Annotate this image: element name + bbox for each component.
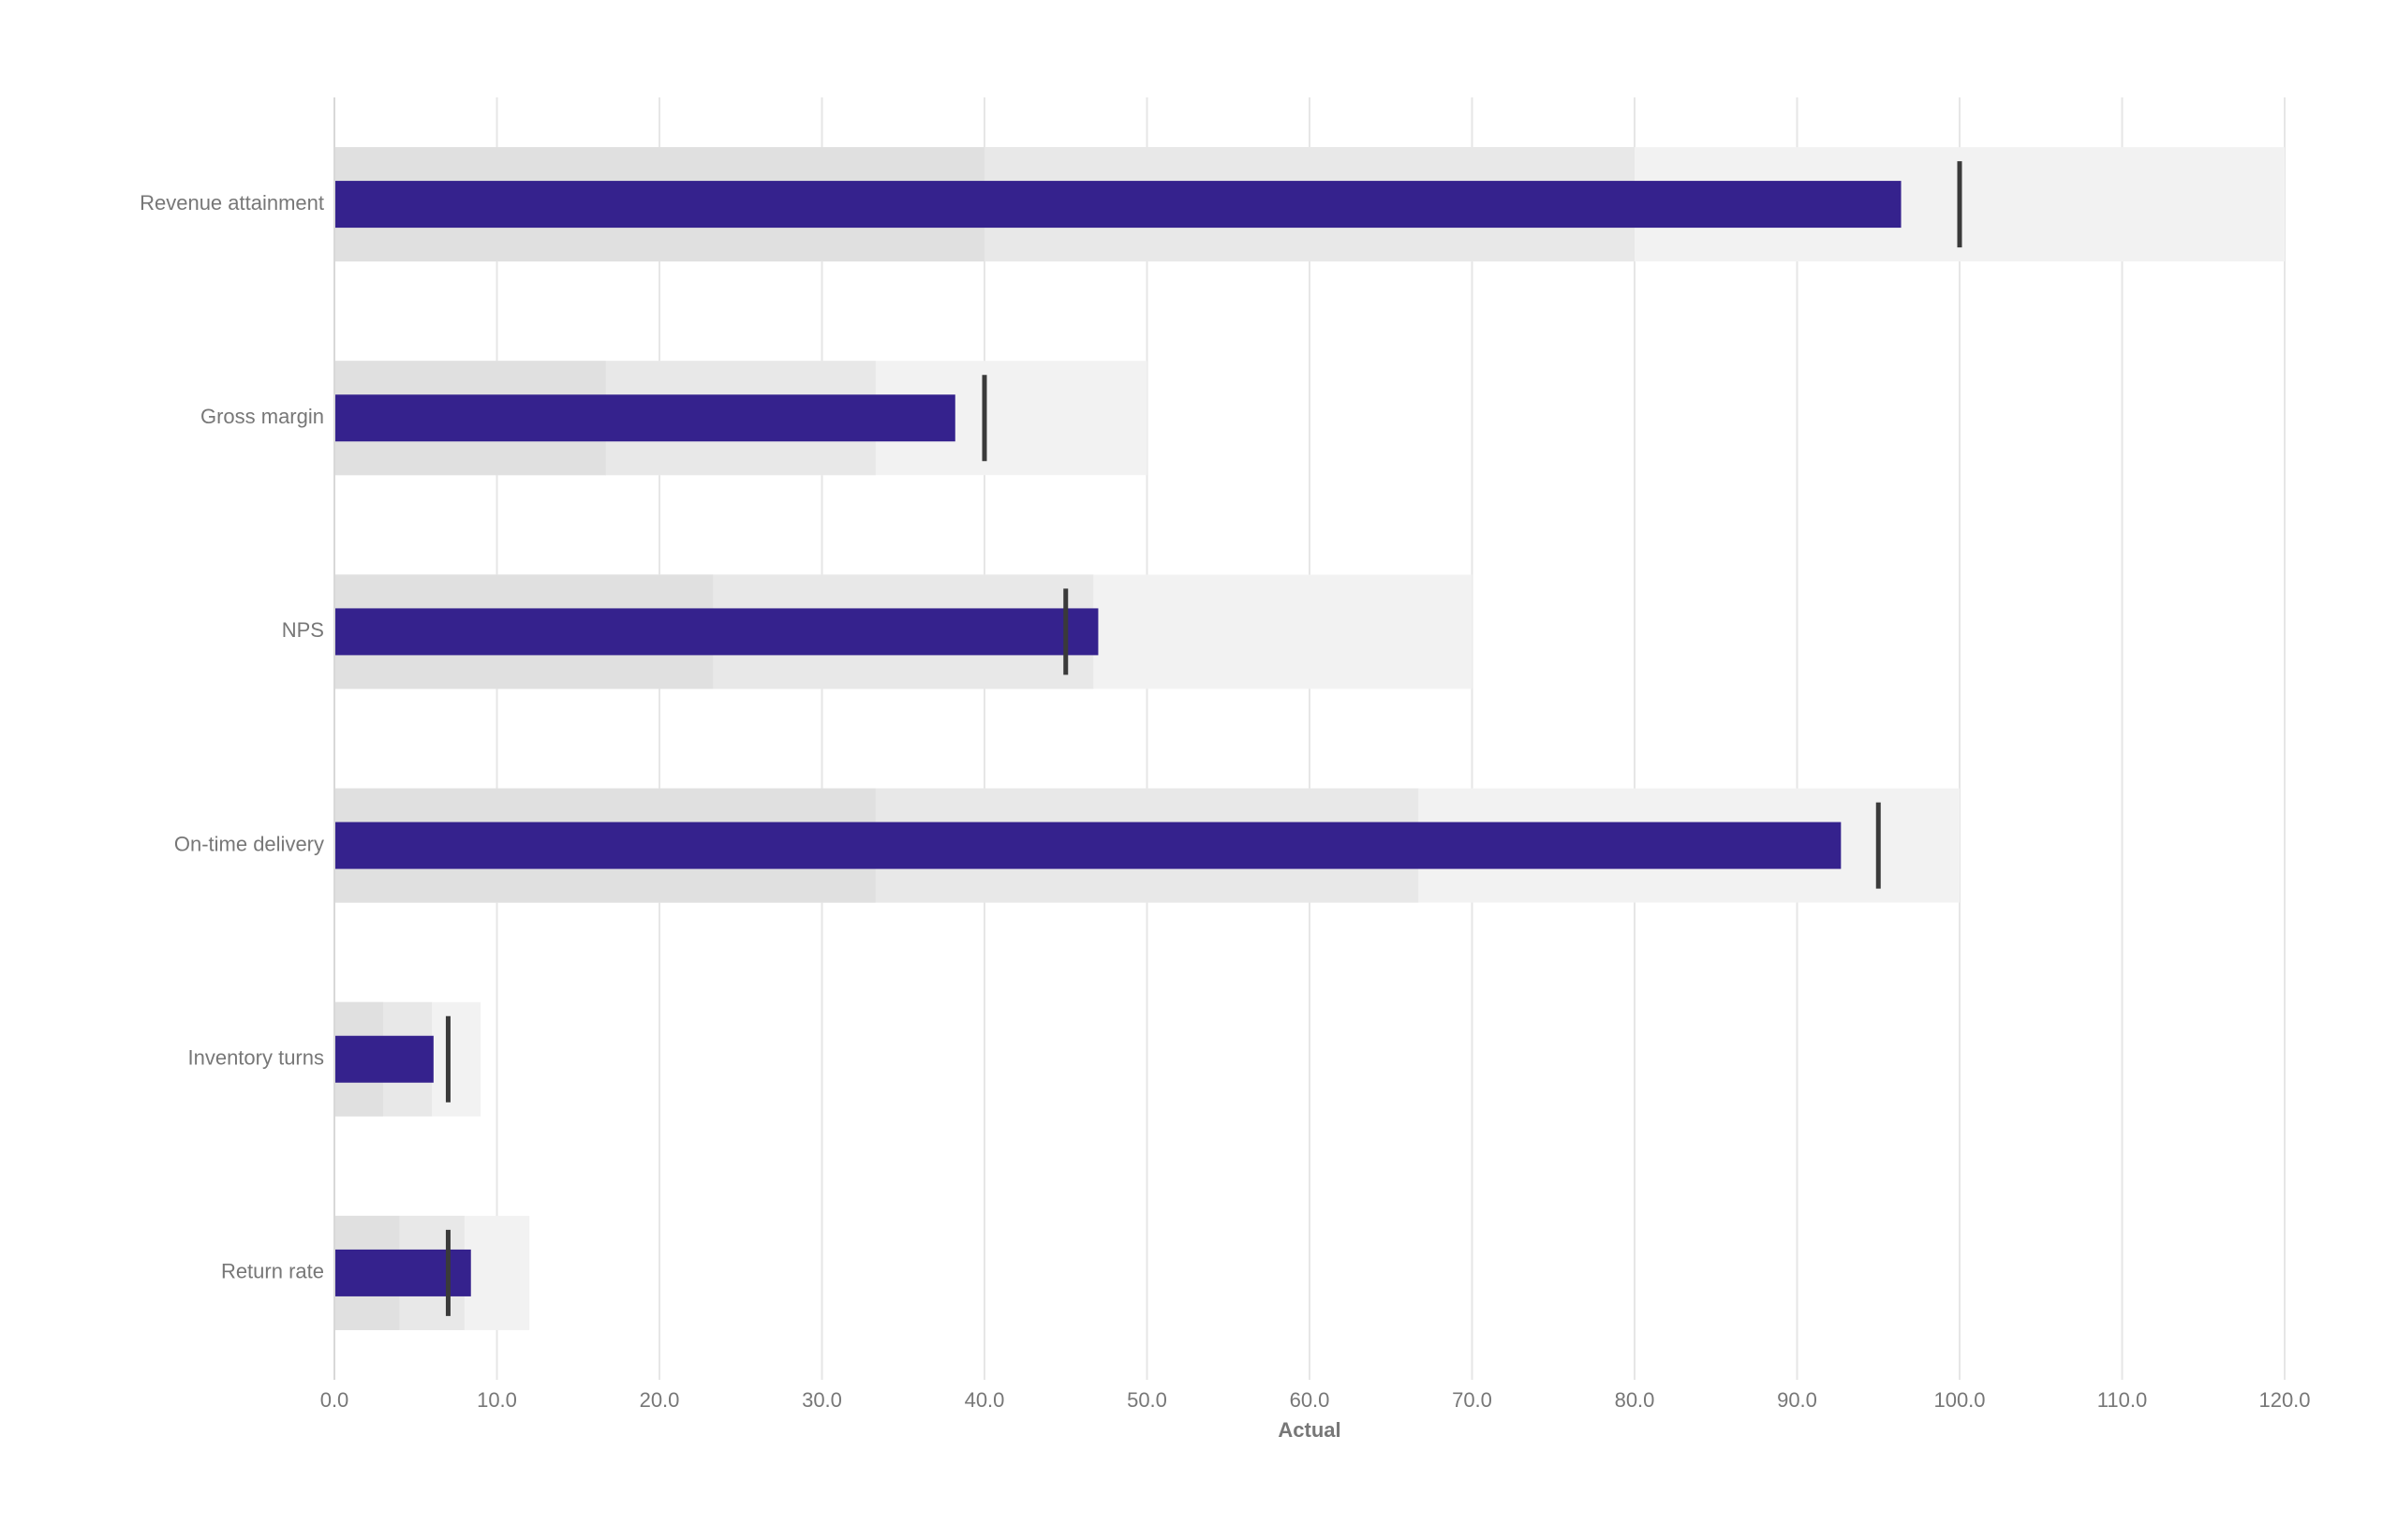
x-tick-label: 60.0 [1290,1388,1330,1412]
x-tick-label: 50.0 [1127,1388,1167,1412]
actual-bar [334,608,1099,656]
x-tick-label: 110.0 [2097,1388,2147,1412]
x-tick-label: 70.0 [1452,1388,1492,1412]
y-tick-label: NPS [282,618,324,642]
x-tick-label: 20.0 [640,1388,680,1412]
x-tick-label: 120.0 [2258,1388,2310,1412]
x-tick-label: 40.0 [965,1388,1005,1412]
x-tick-label: 100.0 [1933,1388,1985,1412]
actual-bar [334,822,1842,869]
y-tick-label: On-time delivery [174,832,324,855]
actual-bar [334,394,955,442]
x-tick-label: 30.0 [802,1388,842,1412]
actual-bar [334,181,1902,229]
actual-bar [334,1035,434,1083]
y-tick-label: Return rate [221,1260,324,1283]
x-tick-label: 0.0 [320,1388,349,1412]
x-axis-title: Actual [1278,1418,1340,1442]
x-tick-label: 80.0 [1615,1388,1655,1412]
y-tick-label: Revenue attainment [140,191,324,215]
x-tick-label: 10.0 [477,1388,517,1412]
x-tick-label: 90.0 [1777,1388,1817,1412]
y-tick-label: Gross margin [200,405,324,428]
y-tick-label: Inventory turns [187,1046,324,1070]
